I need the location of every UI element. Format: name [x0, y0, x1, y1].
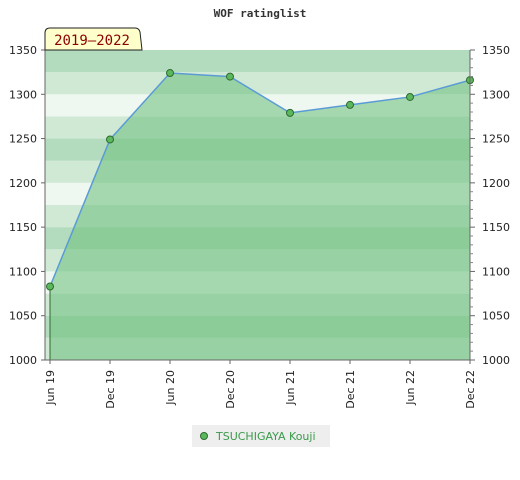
period-label-shape	[44, 27, 143, 51]
data-point-jun-21	[286, 108, 294, 117]
data-point-dec-20	[226, 72, 234, 81]
x-tick-label: Jun 21	[284, 370, 297, 406]
right-tick-label: 1050	[482, 310, 510, 323]
x-axis: Jun 19 Dec 19 Jun 20 Dec 20 Jun 21 Dec 21 Jun …	[44, 359, 477, 409]
background-band	[45, 72, 470, 95]
x-tick-label: Jun 22	[404, 370, 417, 406]
legend-background	[192, 425, 330, 447]
rating-line	[49, 72, 471, 287]
right-tick-label: 1100	[482, 265, 510, 278]
data-point-dec-21	[346, 100, 354, 109]
right-tick-label: 1350	[482, 44, 510, 57]
chart-title: WOF ratinglist	[214, 7, 307, 20]
left-tick-label: 1350	[9, 44, 37, 57]
data-point-jun-20	[166, 69, 174, 78]
background-band	[45, 50, 470, 73]
x-tick-label: Jun 19	[44, 370, 57, 406]
legend[interactable]: TSUCHIGAYA Kouji	[192, 425, 330, 447]
period-label-box: 2019–2022	[44, 27, 143, 51]
left-tick-label: 1250	[9, 133, 37, 146]
left-tick-label: 1300	[9, 88, 37, 101]
legend-marker-icon	[200, 432, 208, 440]
x-tick-label: Dec 21	[344, 370, 357, 409]
left-y-axis: 1000 1050 1100 1150 1200 1250 1300 1350	[9, 44, 46, 367]
rating-area-fill	[50, 73, 470, 361]
data-point-jun-19	[46, 282, 54, 291]
legend-series-label: TSUCHIGAYA Kouji	[215, 430, 316, 443]
right-tick-label: 1150	[482, 221, 510, 234]
right-tick-label: 1300	[482, 88, 510, 101]
right-tick-label: 1200	[482, 177, 510, 190]
data-point-dec-19	[106, 135, 114, 144]
right-y-axis: 1000 1050 1100 1150 1200 1250 1300 1350	[469, 44, 510, 367]
x-tick-label: Jun 20	[164, 370, 177, 406]
data-point-jun-22	[406, 92, 414, 101]
right-tick-label: 1250	[482, 133, 510, 146]
x-tick-label: Dec 22	[464, 370, 477, 409]
left-tick-label: 1150	[9, 221, 37, 234]
left-tick-label: 1200	[9, 177, 37, 190]
left-tick-label: 1100	[9, 265, 37, 278]
period-label: 2019–2022	[54, 33, 130, 49]
x-tick-label: Dec 19	[104, 370, 117, 409]
left-tick-label: 1000	[9, 354, 37, 367]
x-tick-label: Dec 20	[224, 370, 237, 409]
left-tick-label: 1050	[9, 310, 37, 323]
right-tick-label: 1000	[482, 354, 510, 367]
